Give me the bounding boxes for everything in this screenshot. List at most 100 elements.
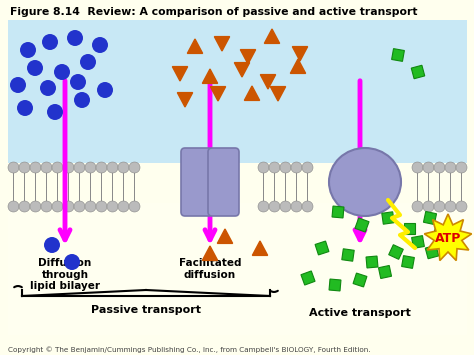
Polygon shape	[355, 218, 369, 232]
Polygon shape	[392, 49, 404, 61]
Circle shape	[85, 201, 96, 212]
Circle shape	[269, 162, 280, 173]
Text: Active transport: Active transport	[309, 308, 411, 318]
Circle shape	[63, 162, 74, 173]
Text: Figure 8.14  Review: A comparison of passive and active transport: Figure 8.14 Review: A comparison of pass…	[10, 7, 418, 17]
Circle shape	[302, 162, 313, 173]
Circle shape	[17, 100, 33, 116]
Polygon shape	[270, 87, 286, 101]
Polygon shape	[252, 241, 268, 255]
Circle shape	[40, 80, 56, 96]
Circle shape	[96, 162, 107, 173]
Circle shape	[97, 82, 113, 98]
Circle shape	[291, 162, 302, 173]
Circle shape	[8, 201, 19, 212]
Circle shape	[52, 162, 63, 173]
Polygon shape	[218, 229, 233, 244]
Circle shape	[64, 254, 80, 270]
Circle shape	[258, 201, 269, 212]
Polygon shape	[401, 256, 414, 268]
Circle shape	[412, 201, 423, 212]
Polygon shape	[329, 279, 341, 291]
Circle shape	[107, 162, 118, 173]
Circle shape	[423, 201, 434, 212]
Circle shape	[19, 162, 30, 173]
Polygon shape	[332, 206, 344, 218]
Circle shape	[27, 60, 43, 76]
Polygon shape	[260, 75, 276, 89]
Circle shape	[47, 104, 63, 120]
Circle shape	[41, 201, 52, 212]
Circle shape	[74, 201, 85, 212]
Circle shape	[456, 162, 467, 173]
Circle shape	[269, 201, 280, 212]
Circle shape	[19, 201, 30, 212]
Circle shape	[434, 162, 445, 173]
Polygon shape	[366, 256, 378, 268]
Circle shape	[107, 201, 118, 212]
Circle shape	[30, 201, 41, 212]
Polygon shape	[214, 37, 229, 51]
Circle shape	[118, 201, 129, 212]
Ellipse shape	[329, 148, 401, 216]
Polygon shape	[315, 241, 329, 255]
Polygon shape	[291, 59, 306, 73]
Polygon shape	[433, 225, 447, 239]
Circle shape	[74, 162, 85, 173]
Circle shape	[30, 162, 41, 173]
Polygon shape	[245, 86, 260, 100]
Circle shape	[41, 162, 52, 173]
Circle shape	[445, 201, 456, 212]
Bar	[8, 20, 467, 163]
Circle shape	[42, 34, 58, 50]
Polygon shape	[411, 65, 425, 79]
Polygon shape	[202, 69, 218, 83]
Circle shape	[129, 162, 140, 173]
Circle shape	[70, 74, 86, 90]
Text: Passive transport: Passive transport	[91, 305, 201, 315]
Polygon shape	[177, 93, 192, 107]
Polygon shape	[264, 29, 280, 43]
Circle shape	[63, 201, 74, 212]
Circle shape	[445, 162, 456, 173]
Polygon shape	[292, 47, 308, 61]
Circle shape	[258, 162, 269, 173]
Circle shape	[92, 37, 108, 53]
Circle shape	[129, 201, 140, 212]
Circle shape	[8, 162, 19, 173]
Circle shape	[291, 201, 302, 212]
Circle shape	[74, 92, 90, 108]
Polygon shape	[382, 212, 394, 224]
Polygon shape	[404, 223, 416, 234]
Polygon shape	[301, 271, 315, 285]
Text: Diffusion
through
lipid bilayer: Diffusion through lipid bilayer	[30, 258, 100, 291]
Polygon shape	[378, 266, 392, 279]
Circle shape	[118, 162, 129, 173]
Text: ATP: ATP	[435, 231, 461, 245]
Circle shape	[20, 42, 36, 58]
Polygon shape	[353, 273, 367, 287]
Polygon shape	[240, 50, 255, 64]
Polygon shape	[425, 245, 439, 259]
Circle shape	[54, 64, 70, 80]
FancyBboxPatch shape	[208, 148, 239, 216]
Circle shape	[412, 162, 423, 173]
Circle shape	[44, 237, 60, 253]
Polygon shape	[173, 67, 188, 81]
Bar	[8, 203, 467, 335]
Polygon shape	[424, 214, 472, 261]
FancyBboxPatch shape	[181, 148, 212, 216]
Circle shape	[85, 162, 96, 173]
Polygon shape	[202, 246, 218, 261]
Circle shape	[80, 54, 96, 70]
Polygon shape	[210, 87, 226, 101]
Circle shape	[10, 77, 26, 93]
Text: Facilitated
diffusion: Facilitated diffusion	[179, 258, 241, 280]
Text: Copyright © The Benjamin/Cummings Publishing Co., Inc., from Campbell's BIOLOGY,: Copyright © The Benjamin/Cummings Publis…	[8, 347, 371, 353]
Circle shape	[280, 201, 291, 212]
Circle shape	[302, 201, 313, 212]
Polygon shape	[423, 212, 437, 224]
Circle shape	[456, 201, 467, 212]
Circle shape	[280, 162, 291, 173]
Circle shape	[52, 201, 63, 212]
